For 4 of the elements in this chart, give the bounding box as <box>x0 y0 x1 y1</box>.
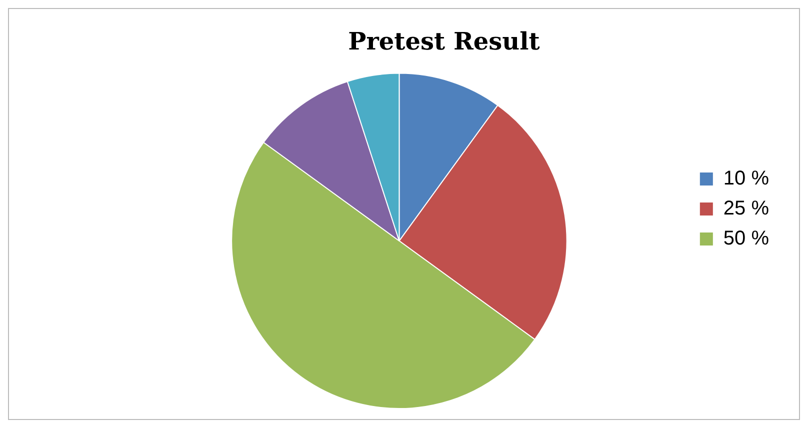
legend-label: 25 % <box>723 198 770 220</box>
legend-label: 50 % <box>723 228 770 250</box>
chart-title: Pretest Result <box>348 26 540 56</box>
legend-label: 10 % <box>723 168 770 190</box>
